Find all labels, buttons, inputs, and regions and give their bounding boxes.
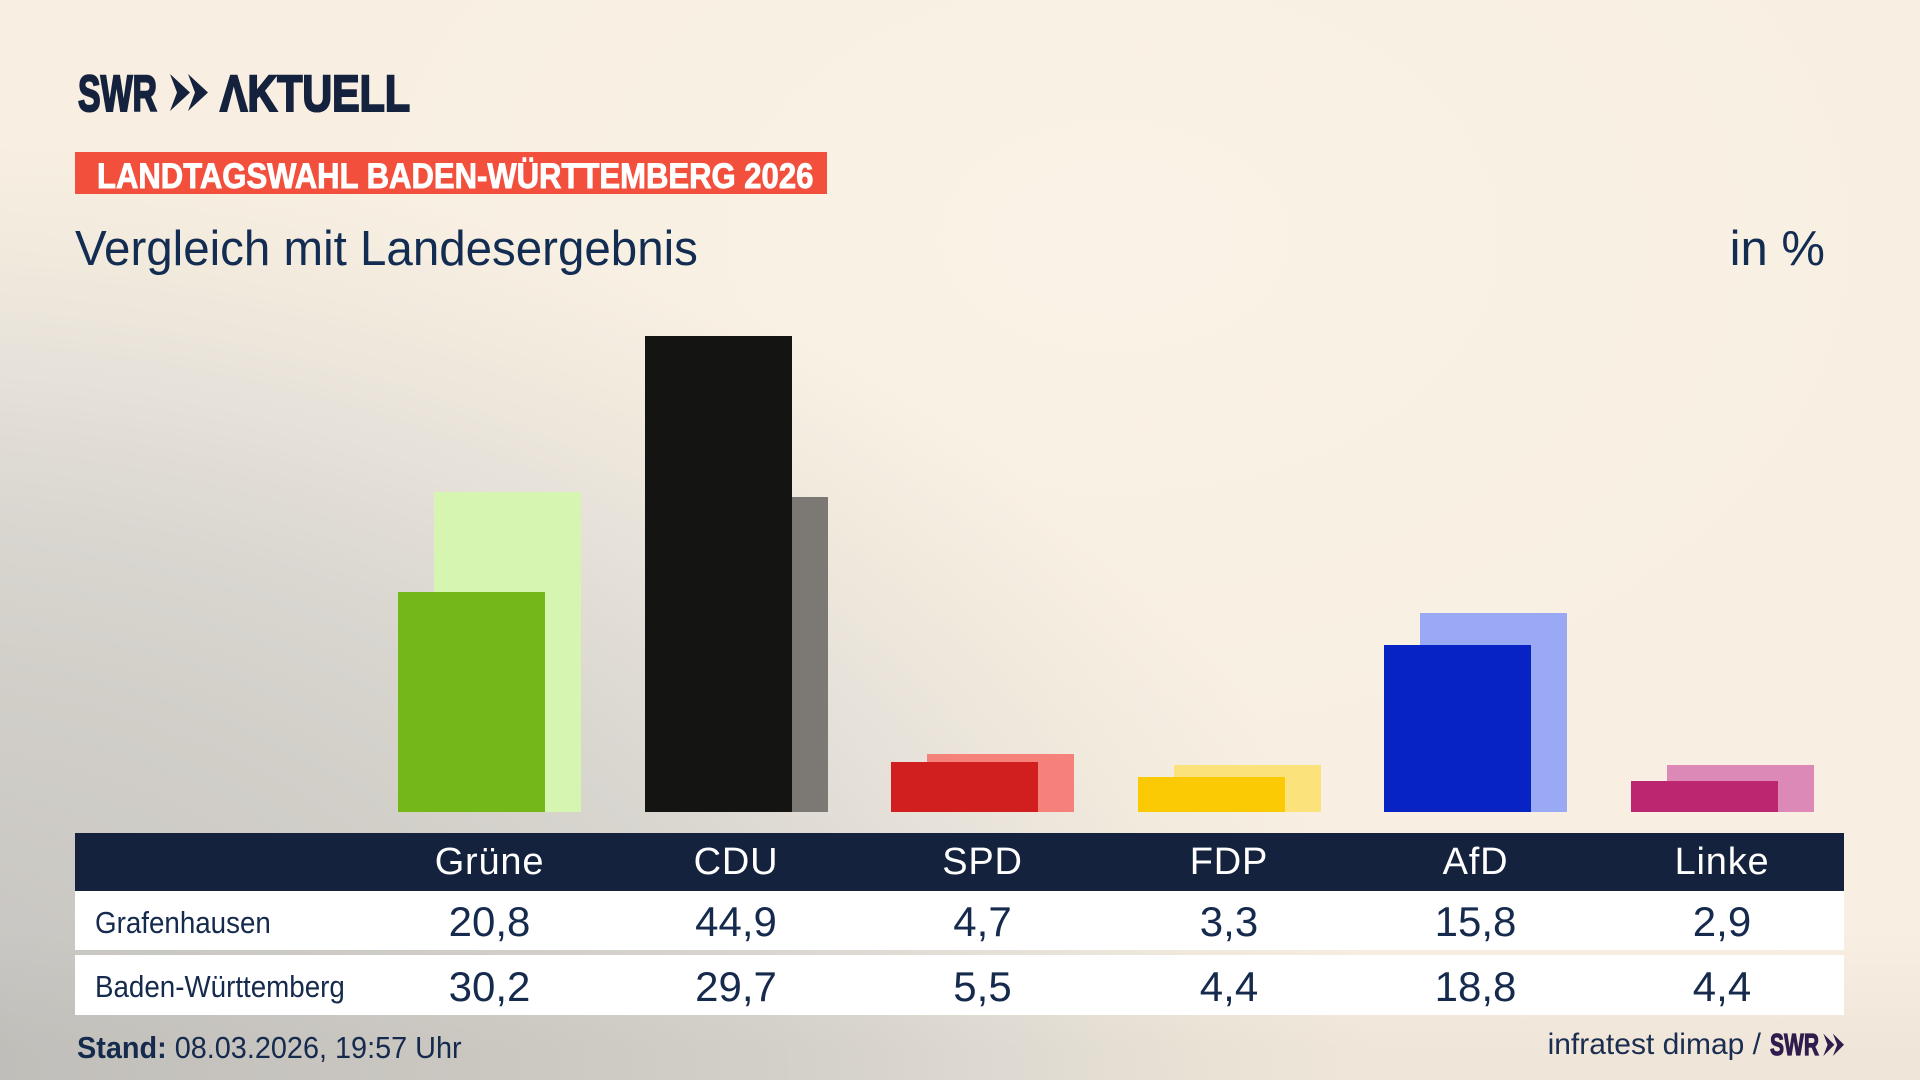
svg-text:ΛKTUELL: ΛKTUELL xyxy=(220,70,410,116)
svg-text:SWR: SWR xyxy=(1770,1032,1819,1058)
svg-text:SWR: SWR xyxy=(78,70,157,116)
